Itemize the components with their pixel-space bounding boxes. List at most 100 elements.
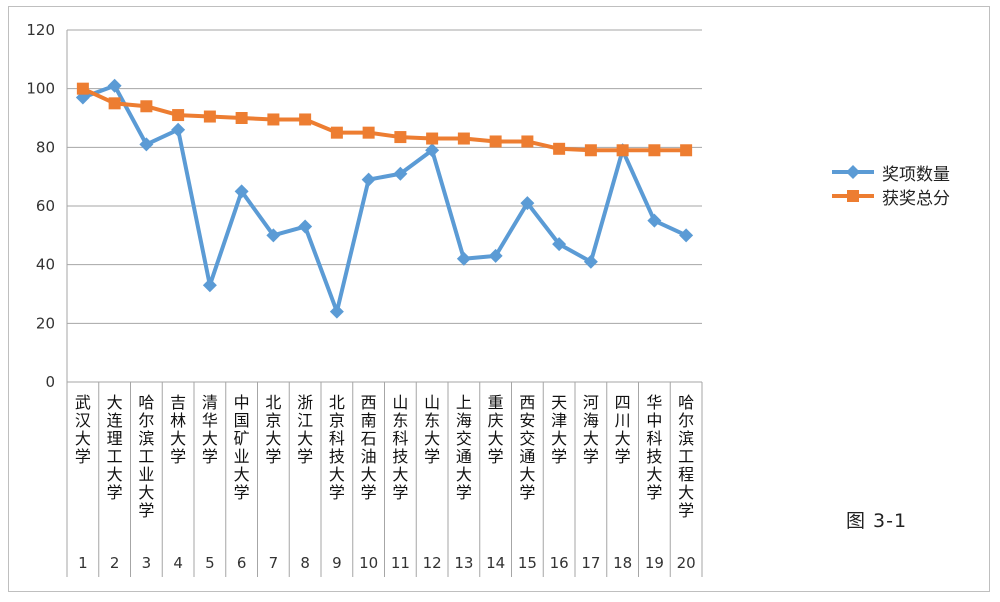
- category-label: 西南石油大学: [361, 393, 377, 502]
- rank-label: 15: [518, 554, 537, 572]
- y-tick-label: 100: [26, 80, 55, 98]
- rank-label: 2: [110, 554, 120, 572]
- category-label: 哈尔滨工程大学: [678, 393, 694, 520]
- data-point-diamond: [679, 228, 694, 243]
- data-point-square: [680, 144, 693, 157]
- data-point-diamond: [456, 251, 471, 266]
- legend-swatch-square-icon: [830, 186, 876, 206]
- category-label: 哈尔滨工业大学: [138, 393, 154, 520]
- data-point-square: [108, 97, 121, 110]
- rank-label: 6: [237, 554, 247, 572]
- rank-label: 10: [359, 554, 378, 572]
- rank-label: 1: [78, 554, 88, 572]
- legend-swatch-diamond-icon: [830, 162, 876, 182]
- data-point-diamond: [202, 278, 217, 293]
- category-label: 山东科技大学: [392, 393, 408, 502]
- y-tick-label: 80: [36, 138, 55, 156]
- category-label: 清华大学: [202, 393, 218, 466]
- category-label: 北京科技大学: [329, 393, 345, 502]
- legend-item-series-1: 奖项数量: [830, 160, 950, 185]
- y-tick-label: 120: [26, 21, 55, 39]
- data-point-square: [203, 110, 216, 123]
- grid-lines: [66, 29, 702, 577]
- category-label: 华中科技大学: [646, 393, 662, 502]
- data-point-square: [553, 142, 566, 155]
- data-point-diamond: [171, 122, 186, 137]
- rank-label: 17: [581, 554, 600, 572]
- legend-item-series-2: 获奖总分: [830, 184, 950, 209]
- category-label: 浙江大学: [297, 393, 313, 466]
- rank-label: 3: [142, 554, 152, 572]
- rank-label: 5: [205, 554, 215, 572]
- data-point-square: [235, 112, 248, 124]
- series-line-1: [82, 83, 687, 314]
- rank-label: 16: [550, 554, 569, 572]
- category-label: 天津大学: [551, 393, 567, 466]
- y-tick-label: 40: [36, 256, 55, 274]
- data-point-diamond: [425, 143, 440, 158]
- rank-label: 14: [486, 554, 505, 572]
- data-point-diamond: [298, 219, 313, 234]
- category-label: 西安交通大学: [519, 393, 535, 502]
- y-tick-label: 0: [45, 373, 55, 391]
- data-point-diamond: [361, 172, 376, 187]
- data-point-diamond: [266, 228, 281, 243]
- data-point-diamond: [552, 237, 567, 252]
- rank-label: 20: [677, 554, 696, 572]
- data-point-diamond: [488, 248, 503, 263]
- legend-label-series-2: 获奖总分: [882, 188, 950, 209]
- category-label: 山东大学: [424, 393, 440, 466]
- rank-label: 4: [173, 554, 183, 572]
- data-point-square: [140, 100, 153, 113]
- data-point-square: [616, 144, 629, 157]
- rank-label: 9: [332, 554, 342, 572]
- data-point-square: [584, 144, 597, 157]
- figure-caption: 图 3-1: [846, 510, 908, 532]
- data-point-square: [457, 132, 470, 145]
- data-point-diamond: [393, 166, 408, 181]
- rank-label: 19: [645, 554, 664, 572]
- chart-frame: [8, 6, 990, 592]
- data-point-diamond: [647, 213, 662, 228]
- category-label: 四川大学: [615, 393, 631, 466]
- category-label: 吉林大学: [170, 393, 186, 466]
- rank-label: 12: [423, 554, 442, 572]
- category-label: 上海交通大学: [456, 393, 472, 502]
- data-point-diamond: [107, 78, 122, 93]
- category-label: 北京大学: [265, 393, 281, 466]
- category-table: 武汉大学 1 大连理工大学 2 哈尔滨工业大学 3 吉林大学 4 清华大学 5 中国矿业大学 6 北京大…: [66, 382, 703, 577]
- data-point-square: [648, 144, 661, 157]
- data-point-square: [489, 135, 502, 148]
- data-point-square: [172, 109, 185, 122]
- category-label: 河海大学: [583, 393, 599, 466]
- data-point-square: [76, 82, 89, 95]
- rank-label: 18: [613, 554, 632, 572]
- rank-label: 8: [300, 554, 310, 572]
- data-point-square: [521, 135, 534, 148]
- data-point-diamond: [139, 137, 154, 152]
- category-label: 大连理工大学: [107, 393, 123, 502]
- category-label: 中国矿业大学: [234, 393, 250, 502]
- data-point-diamond: [329, 304, 344, 319]
- data-point-diamond: [234, 184, 249, 199]
- legend-label-series-1: 奖项数量: [882, 164, 950, 185]
- category-label: 武汉大学: [75, 393, 91, 466]
- rank-label: 13: [454, 554, 473, 572]
- y-tick-label: 20: [36, 314, 55, 332]
- data-point-diamond: [583, 254, 598, 269]
- data-point-square: [394, 131, 407, 144]
- rank-label: 7: [269, 554, 279, 572]
- data-point-square: [330, 126, 343, 139]
- data-point-square: [426, 132, 439, 145]
- y-axis-ticks: 0 20 40 60 80 100 120: [26, 21, 55, 391]
- data-point-square: [362, 126, 375, 139]
- data-point-square: [299, 113, 312, 126]
- y-tick-label: 60: [36, 197, 55, 215]
- data-point-diamond: [520, 196, 535, 211]
- data-point-square: [267, 113, 280, 126]
- category-label: 重庆大学: [488, 393, 504, 466]
- series-lines: [75, 78, 694, 319]
- rank-label: 11: [391, 554, 410, 572]
- legend: 奖项数量 获奖总分: [830, 160, 950, 209]
